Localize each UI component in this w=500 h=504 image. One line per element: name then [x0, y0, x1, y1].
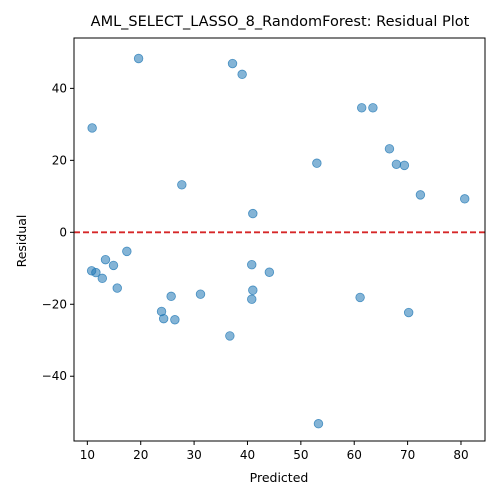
y-tick-label: −40 — [42, 369, 67, 383]
data-point — [248, 208, 258, 219]
plot-area: 10 20 30 40 50 60 70 80 −40 −20 0 20 40 — [42, 37, 486, 462]
data-point — [195, 289, 206, 299]
x-tick-label: 10 — [80, 448, 95, 462]
data-point — [225, 331, 235, 341]
data-point — [170, 315, 180, 325]
data-point — [177, 180, 187, 190]
y-tick-label: −20 — [42, 297, 67, 311]
data-point — [355, 292, 365, 303]
data-point — [357, 103, 367, 113]
x-tick-label: 60 — [347, 448, 362, 462]
data-point — [97, 273, 107, 284]
data-point — [91, 267, 101, 278]
data-point — [313, 419, 324, 429]
x-tick-label: 40 — [240, 448, 255, 462]
y-tick-label: 40 — [52, 81, 67, 95]
x-tick-label: 20 — [133, 448, 148, 462]
data-point — [384, 144, 395, 154]
plot-frame — [73, 37, 486, 442]
data-point — [264, 267, 275, 277]
data-point — [399, 160, 410, 171]
data-point — [122, 246, 132, 257]
x-tick-label: 80 — [453, 448, 468, 462]
data-point — [368, 103, 378, 113]
data-point — [133, 53, 144, 64]
data-point — [158, 313, 169, 324]
data-point — [237, 69, 247, 80]
y-tick-label: 20 — [52, 153, 67, 167]
y-tick-label: 0 — [59, 225, 67, 239]
x-axis-label: Predicted — [250, 470, 309, 485]
x-tick-label: 50 — [293, 448, 308, 462]
data-point — [391, 159, 402, 170]
data-point — [248, 285, 258, 295]
data-point — [312, 158, 322, 168]
data-point — [166, 291, 176, 302]
data-point — [108, 260, 119, 271]
x-tick-label: 30 — [186, 448, 201, 462]
chart-title: AML_SELECT_LASSO_8_RandomForest: Residua… — [91, 14, 470, 30]
data-point — [100, 254, 111, 265]
data-point — [227, 58, 238, 69]
data-point — [403, 307, 414, 318]
y-axis-label: Residual — [14, 215, 29, 268]
data-point — [247, 259, 257, 270]
data-point — [112, 283, 122, 293]
data-point — [247, 294, 257, 304]
x-tick-label: 70 — [400, 448, 415, 462]
data-point — [460, 194, 470, 204]
data-point — [87, 123, 97, 133]
data-point — [415, 190, 426, 200]
